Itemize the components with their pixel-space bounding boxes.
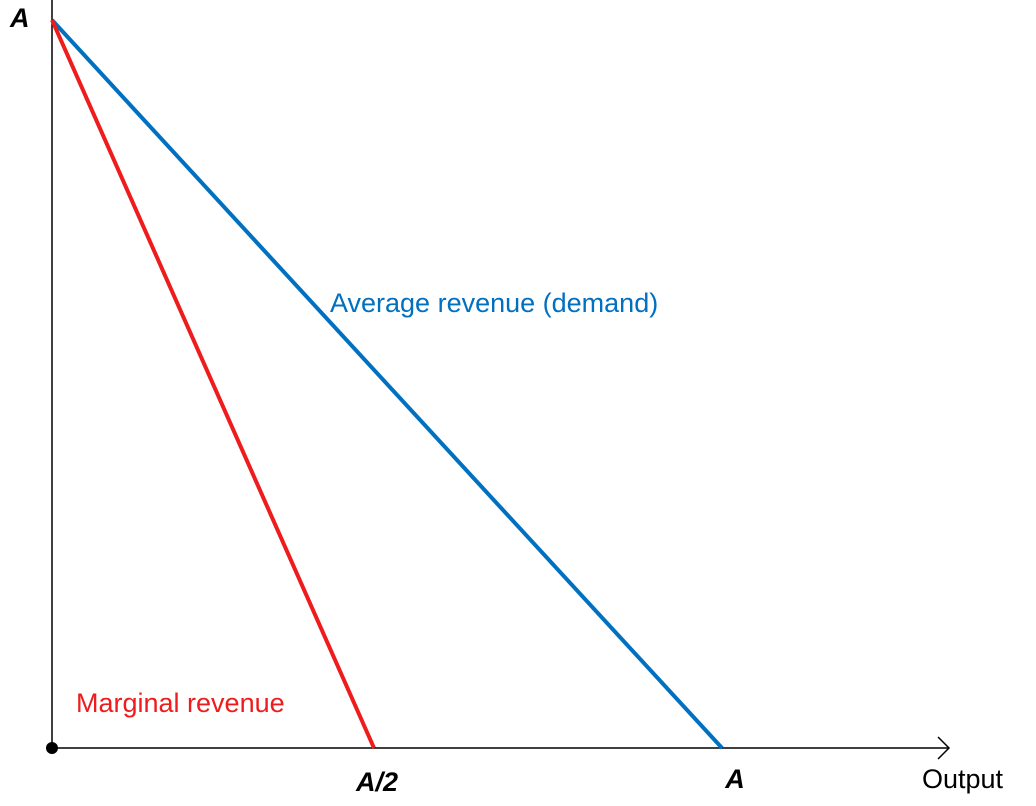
x-axis-arrow <box>937 736 951 760</box>
origin-dot <box>46 742 58 754</box>
y-axis-label: A <box>9 3 30 33</box>
curve-label: Average revenue (demand) <box>330 288 658 318</box>
curve-label: Marginal revenue <box>76 688 285 718</box>
x-axis-label: Output <box>922 764 1004 794</box>
x-tick-label: A <box>724 764 745 794</box>
average-revenue-line <box>50 18 724 750</box>
marginal-revenue-line <box>50 19 376 749</box>
x-tick-label: A/2 <box>355 767 398 797</box>
